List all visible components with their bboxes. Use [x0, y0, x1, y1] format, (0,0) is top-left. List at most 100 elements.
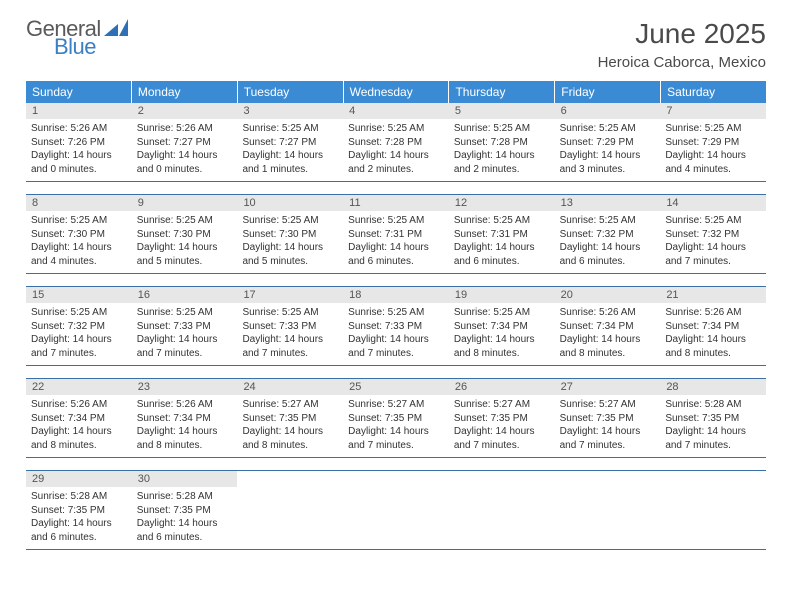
day-cell: 23Sunrise: 5:26 AMSunset: 7:34 PMDayligh… [132, 379, 238, 457]
daylight-line: Daylight: 14 hours and 5 minutes. [137, 241, 233, 268]
daylight-line: Daylight: 14 hours and 3 minutes. [560, 149, 656, 176]
day-body: Sunrise: 5:27 AMSunset: 7:35 PMDaylight:… [555, 395, 661, 457]
sunset-line: Sunset: 7:35 PM [137, 504, 233, 518]
sunset-line: Sunset: 7:27 PM [242, 136, 338, 150]
day-cell: 7Sunrise: 5:25 AMSunset: 7:29 PMDaylight… [660, 103, 766, 181]
day-body: Sunrise: 5:25 AMSunset: 7:32 PMDaylight:… [26, 303, 132, 365]
day-cell: 1Sunrise: 5:26 AMSunset: 7:26 PMDaylight… [26, 103, 132, 181]
daylight-line: Daylight: 14 hours and 7 minutes. [665, 425, 761, 452]
daylight-line: Daylight: 14 hours and 2 minutes. [348, 149, 444, 176]
day-number: 16 [132, 287, 238, 303]
day-number: 24 [237, 379, 343, 395]
week-row: 29Sunrise: 5:28 AMSunset: 7:35 PMDayligh… [26, 470, 766, 550]
sunrise-line: Sunrise: 5:25 AM [454, 214, 550, 228]
day-body: Sunrise: 5:25 AMSunset: 7:28 PMDaylight:… [343, 119, 449, 181]
day-cell: 14Sunrise: 5:25 AMSunset: 7:32 PMDayligh… [660, 195, 766, 273]
sunset-line: Sunset: 7:30 PM [31, 228, 127, 242]
day-body: Sunrise: 5:25 AMSunset: 7:28 PMDaylight:… [449, 119, 555, 181]
day-cell: 16Sunrise: 5:25 AMSunset: 7:33 PMDayligh… [132, 287, 238, 365]
sunrise-line: Sunrise: 5:26 AM [31, 122, 127, 136]
logo: General Blue [26, 18, 128, 58]
day-cell-empty [660, 471, 766, 549]
daylight-line: Daylight: 14 hours and 7 minutes. [348, 425, 444, 452]
day-cell: 18Sunrise: 5:25 AMSunset: 7:33 PMDayligh… [343, 287, 449, 365]
sunset-line: Sunset: 7:29 PM [665, 136, 761, 150]
daylight-line: Daylight: 14 hours and 8 minutes. [137, 425, 233, 452]
day-body: Sunrise: 5:25 AMSunset: 7:33 PMDaylight:… [343, 303, 449, 365]
day-number: 27 [555, 379, 661, 395]
logo-text: General Blue [26, 18, 101, 58]
day-body: Sunrise: 5:25 AMSunset: 7:31 PMDaylight:… [449, 211, 555, 273]
day-cell: 21Sunrise: 5:26 AMSunset: 7:34 PMDayligh… [660, 287, 766, 365]
daylight-line: Daylight: 14 hours and 6 minutes. [31, 517, 127, 544]
week-row: 1Sunrise: 5:26 AMSunset: 7:26 PMDaylight… [26, 103, 766, 182]
sunset-line: Sunset: 7:33 PM [137, 320, 233, 334]
day-number: 9 [132, 195, 238, 211]
sunrise-line: Sunrise: 5:28 AM [31, 490, 127, 504]
logo-word-2: Blue [26, 36, 101, 58]
sunset-line: Sunset: 7:33 PM [242, 320, 338, 334]
day-cell: 25Sunrise: 5:27 AMSunset: 7:35 PMDayligh… [343, 379, 449, 457]
sunset-line: Sunset: 7:35 PM [348, 412, 444, 426]
sunrise-line: Sunrise: 5:28 AM [137, 490, 233, 504]
daylight-line: Daylight: 14 hours and 8 minutes. [560, 333, 656, 360]
day-cell: 8Sunrise: 5:25 AMSunset: 7:30 PMDaylight… [26, 195, 132, 273]
sunset-line: Sunset: 7:27 PM [137, 136, 233, 150]
daylight-line: Daylight: 14 hours and 4 minutes. [665, 149, 761, 176]
sunrise-line: Sunrise: 5:26 AM [137, 122, 233, 136]
weekday-header: Wednesday [344, 81, 450, 103]
day-number: 10 [237, 195, 343, 211]
day-cell: 9Sunrise: 5:25 AMSunset: 7:30 PMDaylight… [132, 195, 238, 273]
daylight-line: Daylight: 14 hours and 0 minutes. [31, 149, 127, 176]
sunrise-line: Sunrise: 5:25 AM [242, 306, 338, 320]
sunset-line: Sunset: 7:35 PM [242, 412, 338, 426]
sunrise-line: Sunrise: 5:25 AM [348, 214, 444, 228]
day-number: 20 [555, 287, 661, 303]
day-body: Sunrise: 5:28 AMSunset: 7:35 PMDaylight:… [26, 487, 132, 549]
day-number: 29 [26, 471, 132, 487]
sunset-line: Sunset: 7:34 PM [454, 320, 550, 334]
daylight-line: Daylight: 14 hours and 7 minutes. [454, 425, 550, 452]
daylight-line: Daylight: 14 hours and 8 minutes. [454, 333, 550, 360]
sunset-line: Sunset: 7:34 PM [560, 320, 656, 334]
day-number: 30 [132, 471, 238, 487]
day-body: Sunrise: 5:28 AMSunset: 7:35 PMDaylight:… [132, 487, 238, 549]
sunrise-line: Sunrise: 5:25 AM [560, 122, 656, 136]
day-cell: 4Sunrise: 5:25 AMSunset: 7:28 PMDaylight… [343, 103, 449, 181]
day-number: 2 [132, 103, 238, 119]
day-cell-empty [555, 471, 661, 549]
daylight-line: Daylight: 14 hours and 2 minutes. [454, 149, 550, 176]
location-label: Heroica Caborca, Mexico [598, 54, 766, 71]
week-row: 8Sunrise: 5:25 AMSunset: 7:30 PMDaylight… [26, 194, 766, 274]
day-number: 22 [26, 379, 132, 395]
day-cell: 30Sunrise: 5:28 AMSunset: 7:35 PMDayligh… [132, 471, 238, 549]
day-body: Sunrise: 5:25 AMSunset: 7:30 PMDaylight:… [132, 211, 238, 273]
daylight-line: Daylight: 14 hours and 6 minutes. [560, 241, 656, 268]
day-number: 5 [449, 103, 555, 119]
day-body: Sunrise: 5:25 AMSunset: 7:31 PMDaylight:… [343, 211, 449, 273]
day-body: Sunrise: 5:28 AMSunset: 7:35 PMDaylight:… [660, 395, 766, 457]
day-body: Sunrise: 5:25 AMSunset: 7:32 PMDaylight:… [555, 211, 661, 273]
day-body: Sunrise: 5:27 AMSunset: 7:35 PMDaylight:… [449, 395, 555, 457]
day-number: 26 [449, 379, 555, 395]
daylight-line: Daylight: 14 hours and 6 minutes. [348, 241, 444, 268]
headings: June 2025 Heroica Caborca, Mexico [598, 18, 766, 71]
day-body: Sunrise: 5:25 AMSunset: 7:27 PMDaylight:… [237, 119, 343, 181]
sunrise-line: Sunrise: 5:27 AM [242, 398, 338, 412]
sunset-line: Sunset: 7:31 PM [348, 228, 444, 242]
daylight-line: Daylight: 14 hours and 6 minutes. [454, 241, 550, 268]
day-cell: 15Sunrise: 5:25 AMSunset: 7:32 PMDayligh… [26, 287, 132, 365]
day-number: 7 [660, 103, 766, 119]
sunset-line: Sunset: 7:28 PM [348, 136, 444, 150]
day-cell: 24Sunrise: 5:27 AMSunset: 7:35 PMDayligh… [237, 379, 343, 457]
daylight-line: Daylight: 14 hours and 5 minutes. [242, 241, 338, 268]
day-body: Sunrise: 5:25 AMSunset: 7:29 PMDaylight:… [660, 119, 766, 181]
day-number: 23 [132, 379, 238, 395]
day-body: Sunrise: 5:25 AMSunset: 7:33 PMDaylight:… [132, 303, 238, 365]
day-body: Sunrise: 5:26 AMSunset: 7:34 PMDaylight:… [132, 395, 238, 457]
sunset-line: Sunset: 7:32 PM [665, 228, 761, 242]
day-cell-empty [343, 471, 449, 549]
sunrise-line: Sunrise: 5:25 AM [31, 214, 127, 228]
day-cell: 2Sunrise: 5:26 AMSunset: 7:27 PMDaylight… [132, 103, 238, 181]
daylight-line: Daylight: 14 hours and 7 minutes. [560, 425, 656, 452]
